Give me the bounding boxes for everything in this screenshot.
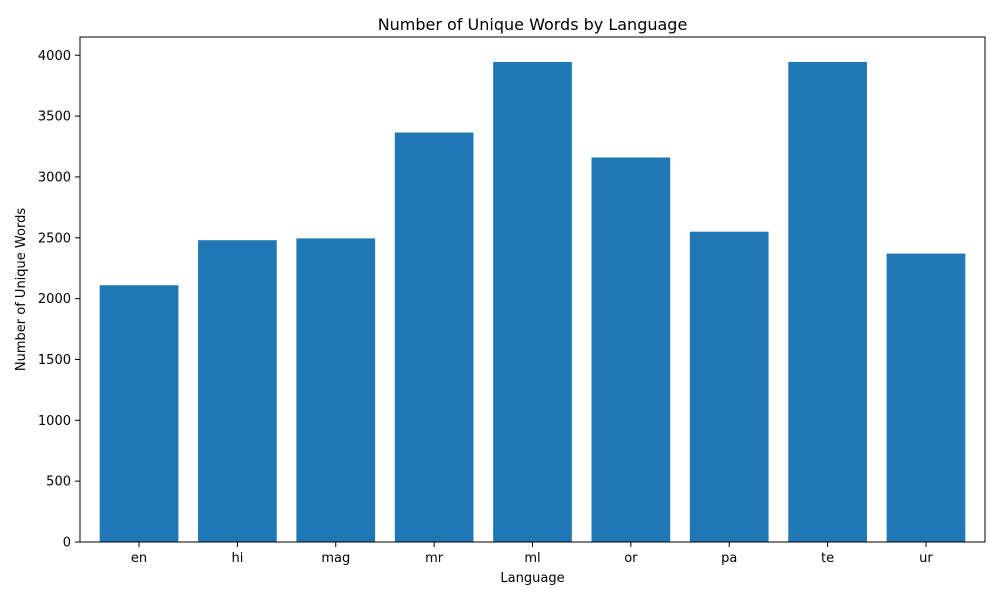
x-axis-ticks: en hi mag mr ml or pa te ur — [131, 542, 933, 566]
chart-title: Number of Unique Words by Language — [378, 15, 688, 34]
bar-mag — [296, 238, 376, 542]
y-axis-label: Number of Unique Words — [14, 208, 29, 371]
bar-te — [788, 61, 867, 543]
y-tick-label-0: 0 — [63, 536, 71, 551]
x-tick-label-mag: mag — [321, 551, 350, 566]
y-axis-ticks: 0 500 1000 1500 2000 2500 3000 3500 4000 — [38, 49, 80, 551]
y-tick-label-1500: 1500 — [38, 353, 71, 368]
x-tick-label-hi: hi — [231, 551, 243, 566]
x-tick-label-en: en — [131, 551, 147, 566]
bar-ml — [493, 61, 572, 543]
x-axis-label: Language — [500, 571, 564, 586]
x-tick-label-ur: ur — [919, 551, 933, 566]
x-tick-label-mr: mr — [425, 551, 444, 566]
y-tick-label-500: 500 — [46, 475, 71, 490]
bar-mr — [394, 132, 474, 542]
x-tick-label-pa: pa — [721, 551, 737, 566]
bar-en — [99, 285, 179, 542]
bars-group — [99, 61, 966, 543]
x-tick-label-ml: ml — [524, 551, 540, 566]
bar-ur — [886, 253, 966, 542]
y-tick-label-3500: 3500 — [38, 110, 71, 125]
y-tick-label-1000: 1000 — [38, 414, 71, 429]
y-tick-label-4000: 4000 — [38, 49, 71, 64]
bar-pa — [689, 231, 769, 542]
y-tick-label-2500: 2500 — [38, 231, 71, 246]
x-tick-label-or: or — [624, 551, 638, 566]
y-tick-label-2000: 2000 — [38, 292, 71, 307]
bar-hi — [198, 240, 277, 543]
bar-or — [591, 157, 671, 542]
x-tick-label-te: te — [821, 551, 834, 566]
y-tick-label-3000: 3000 — [38, 170, 71, 185]
axes-frame — [79, 36, 986, 543]
